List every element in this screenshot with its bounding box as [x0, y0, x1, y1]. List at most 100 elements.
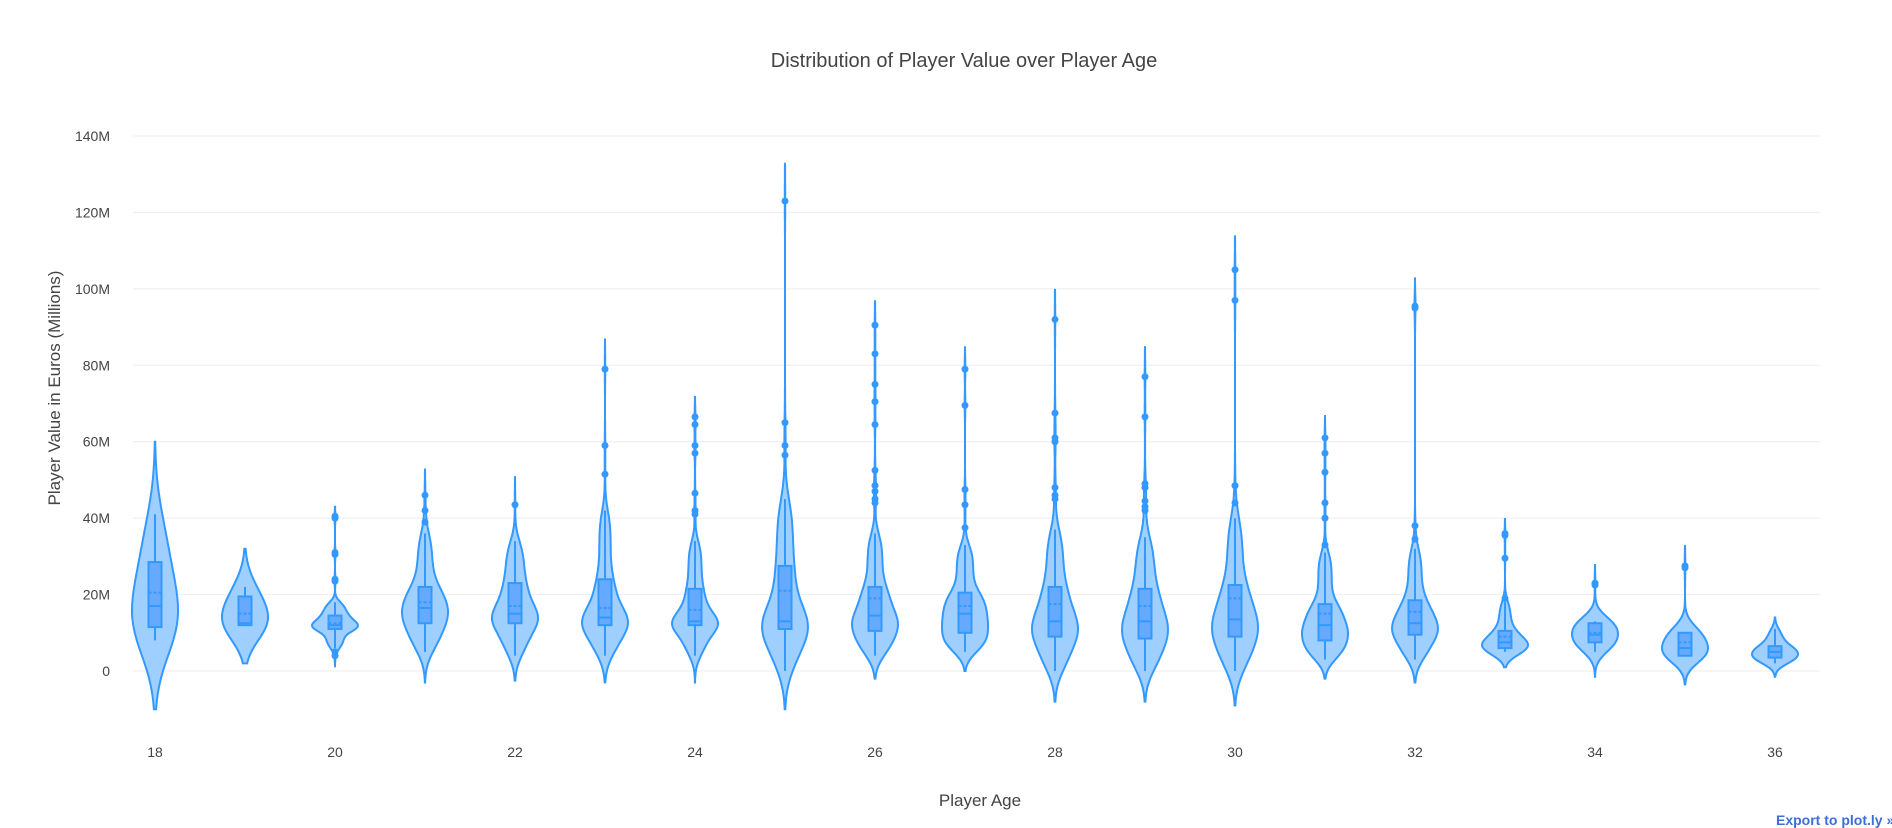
violin-shape[interactable] — [941, 346, 989, 672]
outlier-point[interactable] — [601, 470, 609, 478]
outlier-point[interactable] — [1411, 535, 1419, 543]
outlier-point[interactable] — [1141, 413, 1149, 421]
violin-age-32[interactable] — [1390, 277, 1440, 684]
outlier-point[interactable] — [961, 501, 969, 509]
violin-age-24[interactable] — [670, 395, 720, 684]
outlier-point[interactable] — [961, 485, 969, 493]
iqr-box[interactable] — [1317, 603, 1333, 642]
outlier-point[interactable] — [421, 518, 429, 526]
export-to-plotly-link[interactable]: Export to plot.ly » — [1776, 812, 1892, 828]
violin-shape[interactable] — [1571, 564, 1619, 678]
violin-shape[interactable] — [1210, 235, 1260, 707]
outlier-point[interactable] — [871, 421, 879, 429]
violin-shape[interactable] — [1661, 544, 1709, 686]
outlier-point[interactable] — [781, 419, 789, 427]
outlier-point[interactable] — [1231, 499, 1239, 507]
violin-age-28[interactable] — [1030, 288, 1080, 703]
outlier-point[interactable] — [781, 442, 789, 450]
violin-age-20[interactable] — [310, 505, 360, 668]
iqr-box[interactable] — [1407, 599, 1423, 636]
violin-shape[interactable] — [310, 505, 360, 668]
outlier-point[interactable] — [871, 398, 879, 406]
outlier-point[interactable] — [1051, 315, 1059, 323]
outlier-point[interactable] — [1321, 541, 1329, 549]
violin-age-36[interactable] — [1751, 616, 1799, 678]
outlier-point[interactable] — [1321, 468, 1329, 476]
outlier-point[interactable] — [1141, 497, 1149, 505]
iqr-box[interactable] — [507, 582, 523, 625]
iqr-box[interactable] — [1497, 629, 1513, 650]
iqr-box[interactable] — [1047, 585, 1063, 638]
outlier-point[interactable] — [421, 507, 429, 514]
outlier-point[interactable] — [961, 401, 969, 409]
outlier-point[interactable] — [1321, 434, 1329, 442]
outlier-point[interactable] — [871, 321, 879, 329]
outlier-point[interactable] — [691, 510, 699, 518]
outlier-point[interactable] — [421, 491, 429, 499]
iqr-box[interactable] — [237, 595, 253, 627]
outlier-point[interactable] — [1051, 484, 1059, 492]
violin-shape[interactable] — [1120, 346, 1170, 703]
violin-age-18[interactable] — [131, 440, 179, 711]
outlier-point[interactable] — [1501, 594, 1509, 602]
outlier-point[interactable] — [1681, 564, 1689, 572]
violin-shape[interactable] — [760, 162, 810, 711]
outlier-point[interactable] — [961, 365, 969, 373]
outlier-point[interactable] — [871, 466, 879, 474]
violins[interactable] — [131, 162, 1799, 711]
iqr-box[interactable] — [417, 585, 433, 625]
outlier-point[interactable] — [871, 487, 879, 495]
violin-age-19[interactable] — [221, 547, 269, 665]
violin-age-25[interactable] — [760, 162, 810, 711]
outlier-point[interactable] — [691, 489, 699, 497]
violin-age-22[interactable] — [491, 476, 539, 682]
violin-age-30[interactable] — [1210, 235, 1260, 707]
outlier-point[interactable] — [1501, 531, 1509, 539]
outlier-point[interactable] — [691, 413, 699, 421]
violin-age-29[interactable] — [1120, 346, 1170, 703]
outlier-point[interactable] — [1231, 296, 1239, 304]
outlier-point[interactable] — [511, 501, 519, 509]
outlier-point[interactable] — [601, 365, 609, 373]
outlier-point[interactable] — [1051, 495, 1059, 503]
outlier-point[interactable] — [871, 350, 879, 358]
iqr-box[interactable] — [1137, 587, 1153, 640]
violin-age-23[interactable] — [580, 338, 630, 684]
iqr-box[interactable] — [147, 561, 163, 629]
outlier-point[interactable] — [1321, 449, 1329, 457]
outlier-point[interactable] — [1231, 266, 1239, 274]
iqr-box[interactable] — [687, 587, 703, 627]
outlier-point[interactable] — [1231, 482, 1239, 490]
violin-shape[interactable] — [1480, 518, 1530, 669]
outlier-point[interactable] — [691, 449, 699, 457]
outlier-point[interactable] — [1051, 438, 1059, 446]
outlier-point[interactable] — [1051, 409, 1059, 417]
iqr-box[interactable] — [1227, 584, 1243, 638]
outlier-point[interactable] — [331, 577, 339, 585]
violin-shape[interactable] — [670, 395, 720, 684]
outlier-point[interactable] — [1141, 507, 1149, 514]
outlier-point[interactable] — [781, 451, 789, 459]
outlier-point[interactable] — [1411, 304, 1419, 312]
violin-age-35[interactable] — [1661, 544, 1709, 686]
iqr-box[interactable] — [597, 578, 613, 627]
outlier-point[interactable] — [331, 514, 339, 522]
outlier-point[interactable] — [871, 499, 879, 507]
outlier-point[interactable] — [331, 652, 339, 660]
violin-age-21[interactable] — [401, 468, 449, 684]
iqr-box[interactable] — [1677, 631, 1693, 657]
outlier-point[interactable] — [1321, 499, 1329, 507]
violin-age-31[interactable] — [1301, 415, 1349, 680]
outlier-point[interactable] — [781, 197, 789, 205]
iqr-box[interactable] — [867, 585, 883, 632]
outlier-point[interactable] — [691, 421, 699, 429]
violin-age-34[interactable] — [1571, 564, 1619, 678]
outlier-point[interactable] — [871, 380, 879, 388]
violin-age-33[interactable] — [1480, 518, 1530, 669]
outlier-point[interactable] — [1501, 554, 1509, 562]
outlier-point[interactable] — [1141, 484, 1149, 492]
violin-age-26[interactable] — [850, 300, 900, 680]
outlier-point[interactable] — [1411, 522, 1419, 530]
outlier-point[interactable] — [871, 482, 879, 490]
outlier-point[interactable] — [961, 524, 969, 532]
